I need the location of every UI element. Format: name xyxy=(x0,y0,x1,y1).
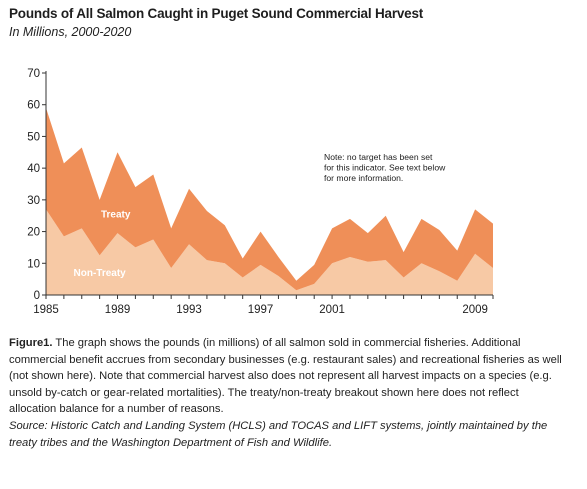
treaty-label: Treaty xyxy=(101,209,131,220)
caption-lead: Figure1. xyxy=(9,337,53,349)
y-tick-label: 30 xyxy=(27,195,40,207)
y-tick-label: 0 xyxy=(34,290,40,302)
chart-note: Note: no target has been set for this ind… xyxy=(324,152,446,183)
caption-text: The graph shows the pounds (in millions)… xyxy=(9,337,562,416)
chart-note-line: for this indicator. See text below xyxy=(324,163,446,173)
x-tick-label: 1993 xyxy=(176,304,202,316)
chart-note-line: Note: no target has been set xyxy=(324,152,433,162)
caption-source: Source: Historic Catch and Landing Syste… xyxy=(9,419,548,449)
salmon-harvest-chart: 0 10 20 30 40 50 60 70 1985 1989 1993 1997 2001 2009 T… xyxy=(27,68,494,316)
y-tick-label: 10 xyxy=(27,258,40,270)
y-tick-label: 20 xyxy=(27,227,40,239)
y-tick-label: 50 xyxy=(27,131,40,143)
y-tick-label: 40 xyxy=(27,163,40,175)
x-tick-label: 1997 xyxy=(248,304,274,316)
x-tick-label: 2001 xyxy=(319,304,345,316)
x-tick-label: 1985 xyxy=(33,304,59,316)
non-treaty-label: Non-Treaty xyxy=(74,268,127,279)
chart-note-line: for more information. xyxy=(324,173,403,183)
treaty-area xyxy=(46,107,493,291)
y-tick-label: 70 xyxy=(27,68,40,80)
x-tick-label: 2009 xyxy=(462,304,488,316)
x-tick-label: 1989 xyxy=(105,304,131,316)
figure-caption: Figure1. The graph shows the pounds (in … xyxy=(9,335,569,451)
non-treaty-area xyxy=(46,209,493,295)
chart-title: Pounds of All Salmon Caught in Puget Sou… xyxy=(9,6,424,21)
y-tick-label: 60 xyxy=(27,100,40,112)
chart-subtitle: In Millions, 2000-2020 xyxy=(9,25,132,39)
